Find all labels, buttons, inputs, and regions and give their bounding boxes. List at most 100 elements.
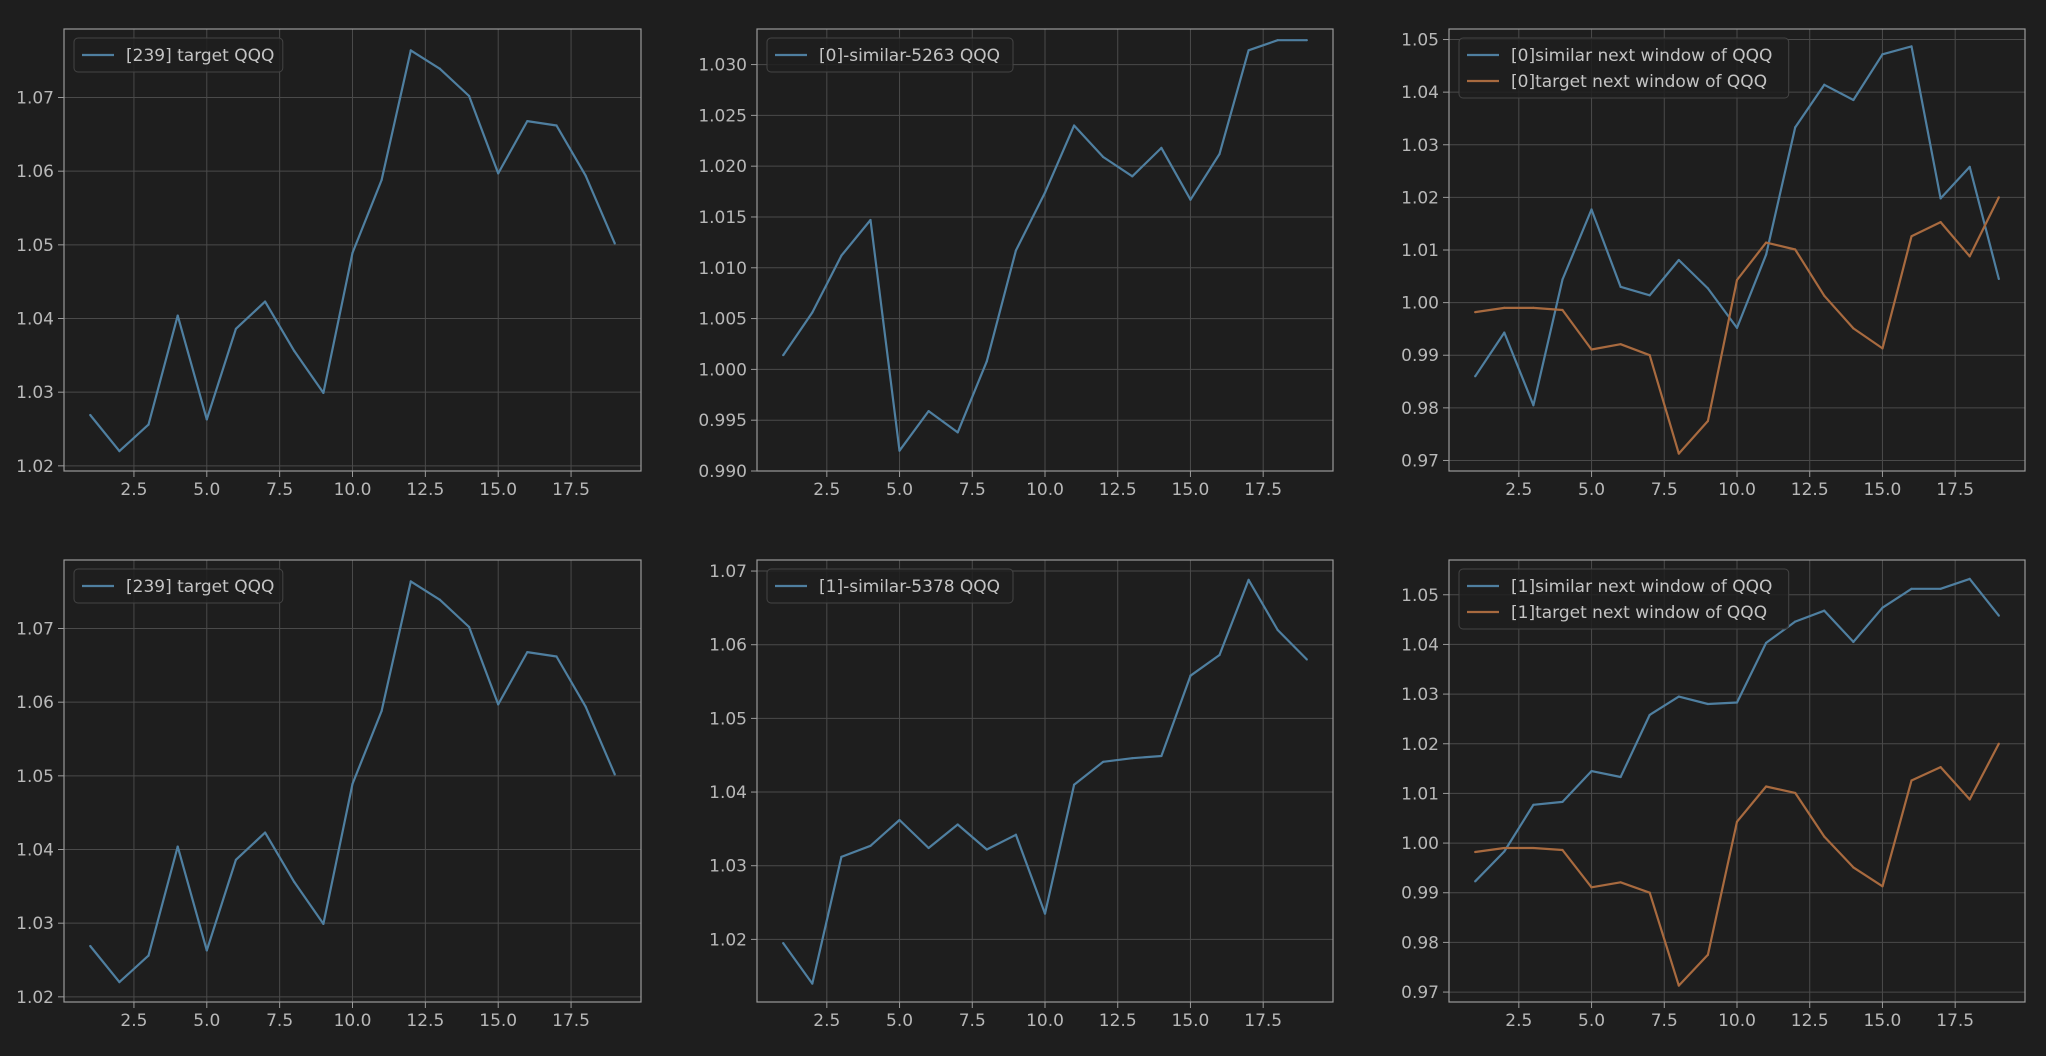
data-point	[409, 49, 412, 52]
data-point	[438, 67, 442, 70]
data-point	[176, 845, 179, 848]
x-tick-label: 2.5	[1505, 480, 1532, 500]
data-point	[1764, 641, 1768, 645]
x-tick-label: 7.5	[266, 1011, 293, 1031]
data-point	[1532, 306, 1535, 309]
data-point	[1305, 658, 1308, 661]
data-point	[1503, 850, 1506, 853]
legend-label: [0]similar next window of QQQ	[1511, 46, 1772, 66]
data-point	[1997, 742, 2000, 745]
data-point	[1189, 198, 1192, 201]
x-tick-label: 15.0	[1864, 1011, 1902, 1031]
subplot-0: 2.5 5.0 7.5 10.0 12.5 15.0 17.5 1.02 1.03 1.04 1.0…	[16, 28, 642, 500]
data-point	[1939, 221, 1942, 224]
y-tick-label: 1.04	[1401, 83, 1439, 103]
data-point	[1677, 258, 1680, 262]
legend-box	[766, 37, 1014, 73]
data-point	[1706, 702, 1710, 706]
data-point	[1619, 775, 1622, 779]
data-point	[956, 431, 959, 434]
data-point	[322, 922, 325, 926]
subplot-1: 2.5 5.0 7.5 10.0 12.5 15.0 17.5 0.990 0.995 1.000…	[698, 28, 1334, 500]
x-tick-label: 17.5	[552, 1011, 590, 1031]
data-point	[1968, 165, 1971, 168]
y-tick-label: 1.01	[1401, 784, 1439, 804]
data-point	[89, 413, 92, 417]
data-point	[898, 449, 901, 452]
data-point	[1677, 452, 1680, 455]
data-point	[147, 423, 150, 426]
data-point	[1474, 375, 1477, 378]
data-point	[1102, 155, 1105, 159]
legend: [239] target QQQ	[73, 37, 284, 73]
data-point	[1131, 175, 1134, 178]
x-tick-label: 2.5	[813, 1011, 840, 1031]
data-point	[1561, 800, 1564, 803]
x-tick-label: 17.5	[552, 480, 590, 500]
x-tick-label: 15.0	[1172, 480, 1210, 500]
legend-label: [239] target QQQ	[126, 577, 274, 597]
data-point	[1910, 235, 1913, 238]
data-point	[205, 418, 208, 421]
data-point	[584, 705, 587, 708]
y-tick-label: 1.05	[709, 709, 747, 729]
y-tick-label: 1.030	[698, 56, 747, 76]
data-point	[1102, 760, 1105, 763]
y-tick-label: 0.98	[1401, 399, 1439, 419]
y-tick-label: 1.05	[16, 236, 54, 256]
data-point	[1619, 343, 1622, 346]
data-point	[782, 354, 785, 357]
legend-box	[1458, 568, 1790, 630]
y-tick-label: 1.010	[698, 259, 747, 279]
data-point	[898, 818, 901, 822]
data-point	[234, 327, 238, 330]
x-tick-label: 12.5	[1099, 1011, 1137, 1031]
subplot-5: 2.5 5.0 7.5 10.0 12.5 15.0 17.5 0.97 0.98 0.99 1.0…	[1401, 559, 2026, 1031]
data-point	[1072, 783, 1076, 786]
data-point	[1910, 587, 1913, 590]
data-point	[176, 314, 179, 317]
x-tick-label: 15.0	[479, 480, 517, 500]
x-tick-label: 5.0	[886, 1011, 913, 1031]
data-point	[613, 242, 616, 245]
data-point	[1561, 278, 1564, 281]
y-tick-label: 0.98	[1401, 933, 1439, 953]
y-tick-label: 0.99	[1401, 346, 1439, 366]
y-tick-label: 1.02	[16, 988, 54, 1008]
data-point	[1706, 953, 1710, 956]
data-point	[1043, 191, 1047, 194]
data-point	[1474, 310, 1477, 314]
data-point	[1794, 126, 1797, 129]
data-point	[1189, 674, 1192, 677]
data-point	[1881, 347, 1884, 350]
legend-box	[73, 37, 284, 73]
x-tick-label: 12.5	[406, 1011, 444, 1031]
data-point	[811, 982, 814, 985]
y-tick-label: 1.005	[698, 310, 747, 330]
x-tick-label: 7.5	[1651, 480, 1678, 500]
y-tick-label: 1.06	[709, 636, 747, 656]
data-point	[1939, 587, 1942, 590]
legend-label: [1]target next window of QQQ	[1511, 603, 1767, 623]
y-tick-label: 1.03	[16, 914, 54, 934]
y-tick-label: 1.02	[1401, 188, 1439, 208]
data-point	[1532, 404, 1535, 407]
data-point	[263, 300, 267, 303]
legend-label: [239] target QQQ	[126, 46, 274, 66]
y-tick-label: 1.06	[16, 693, 54, 713]
data-point	[526, 650, 529, 654]
legend: [1]similar next window of QQQ [1]target n…	[1458, 568, 1790, 630]
data-point	[293, 880, 296, 884]
data-point	[1764, 241, 1768, 244]
data-point	[1590, 208, 1593, 211]
data-point	[89, 944, 92, 948]
data-point	[985, 360, 988, 363]
data-point	[467, 94, 471, 98]
data-point	[1852, 327, 1855, 330]
data-point	[927, 409, 930, 413]
x-tick-label: 10.0	[1026, 1011, 1064, 1031]
y-tick-label: 0.990	[698, 462, 747, 482]
x-tick-label: 17.5	[1244, 1011, 1282, 1031]
y-tick-label: 1.04	[16, 310, 54, 330]
data-point	[1910, 45, 1913, 48]
